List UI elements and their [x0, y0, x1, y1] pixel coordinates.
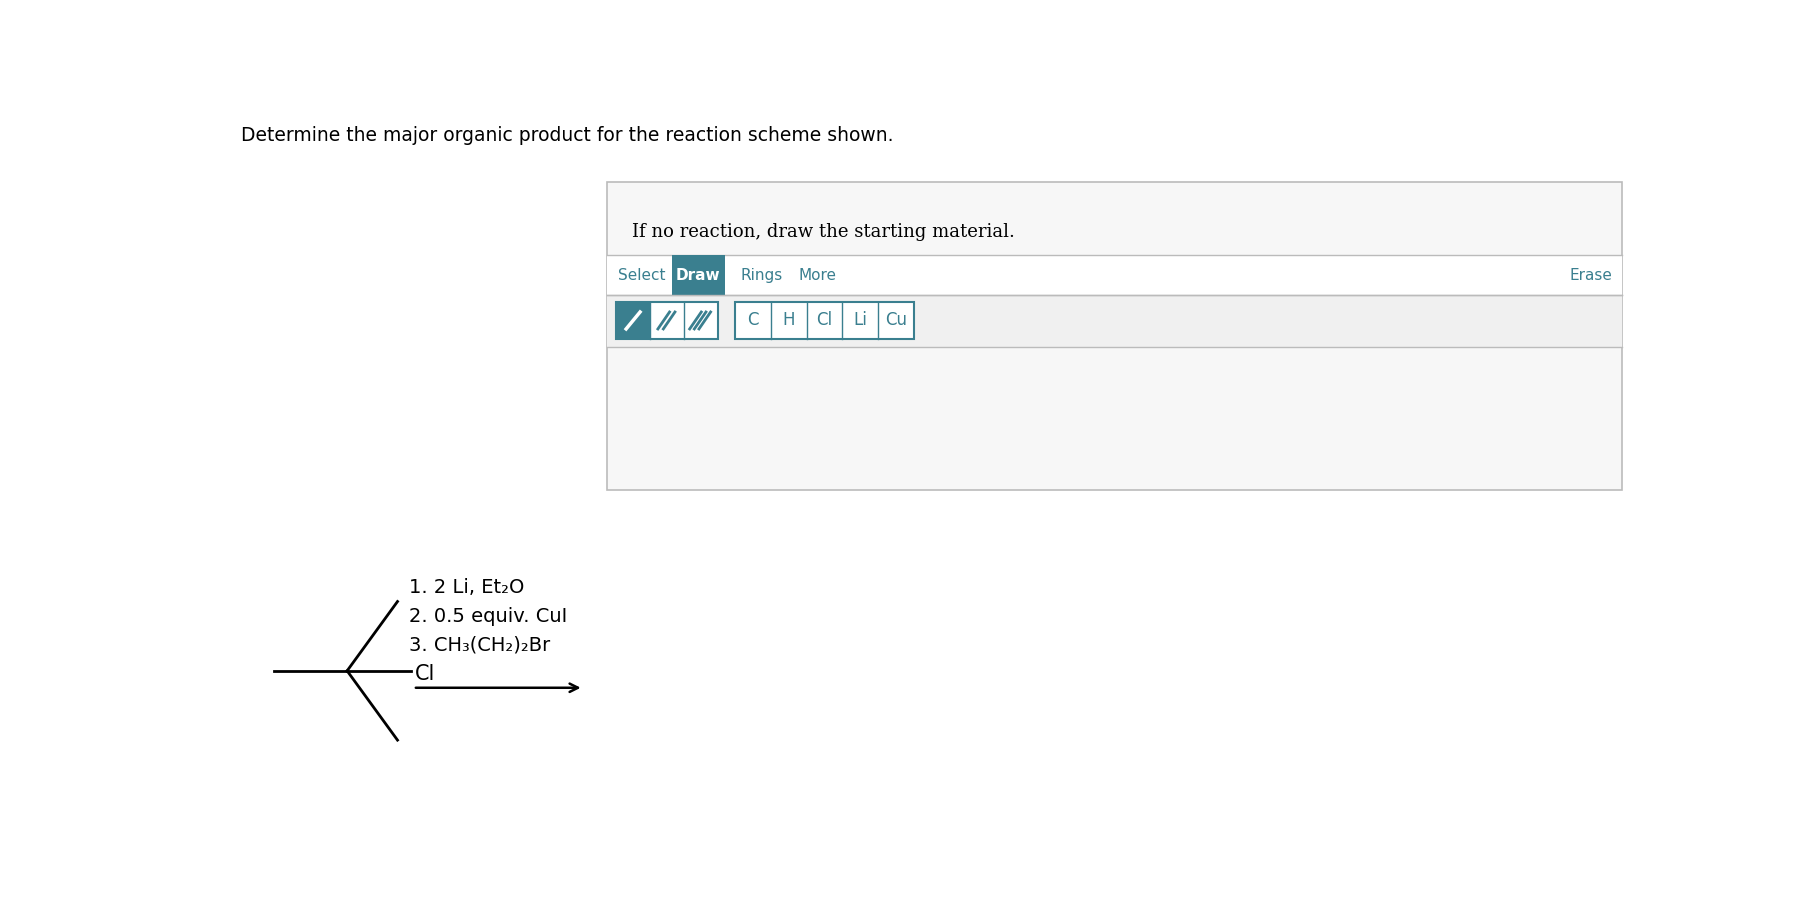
Text: More: More — [799, 267, 837, 283]
Text: 3. CH₃(CH₂)₂Br: 3. CH₃(CH₂)₂Br — [409, 635, 550, 654]
Text: 2. 0.5 equiv. CuI: 2. 0.5 equiv. CuI — [409, 607, 567, 626]
Text: C: C — [748, 312, 759, 330]
Bar — [607, 182, 1622, 490]
Bar — [672, 255, 725, 295]
Text: Li: Li — [854, 312, 866, 330]
Bar — [607, 255, 1622, 295]
Text: Draw: Draw — [676, 267, 721, 283]
Bar — [735, 302, 913, 339]
Text: 1. 2 Li, Et₂O: 1. 2 Li, Et₂O — [409, 578, 525, 597]
Text: Determine the major organic product for the reaction scheme shown.: Determine the major organic product for … — [242, 126, 893, 145]
Bar — [616, 302, 650, 339]
Text: Erase: Erase — [1569, 267, 1613, 283]
Bar — [616, 302, 719, 339]
Text: Cl: Cl — [416, 664, 436, 684]
Text: H: H — [783, 312, 795, 330]
Bar — [607, 295, 1622, 347]
Text: Rings: Rings — [741, 267, 783, 283]
Text: Cl: Cl — [817, 312, 832, 330]
Text: Cu: Cu — [884, 312, 906, 330]
Text: If no reaction, draw the starting material.: If no reaction, draw the starting materi… — [632, 223, 1015, 241]
Text: Select: Select — [617, 267, 665, 283]
